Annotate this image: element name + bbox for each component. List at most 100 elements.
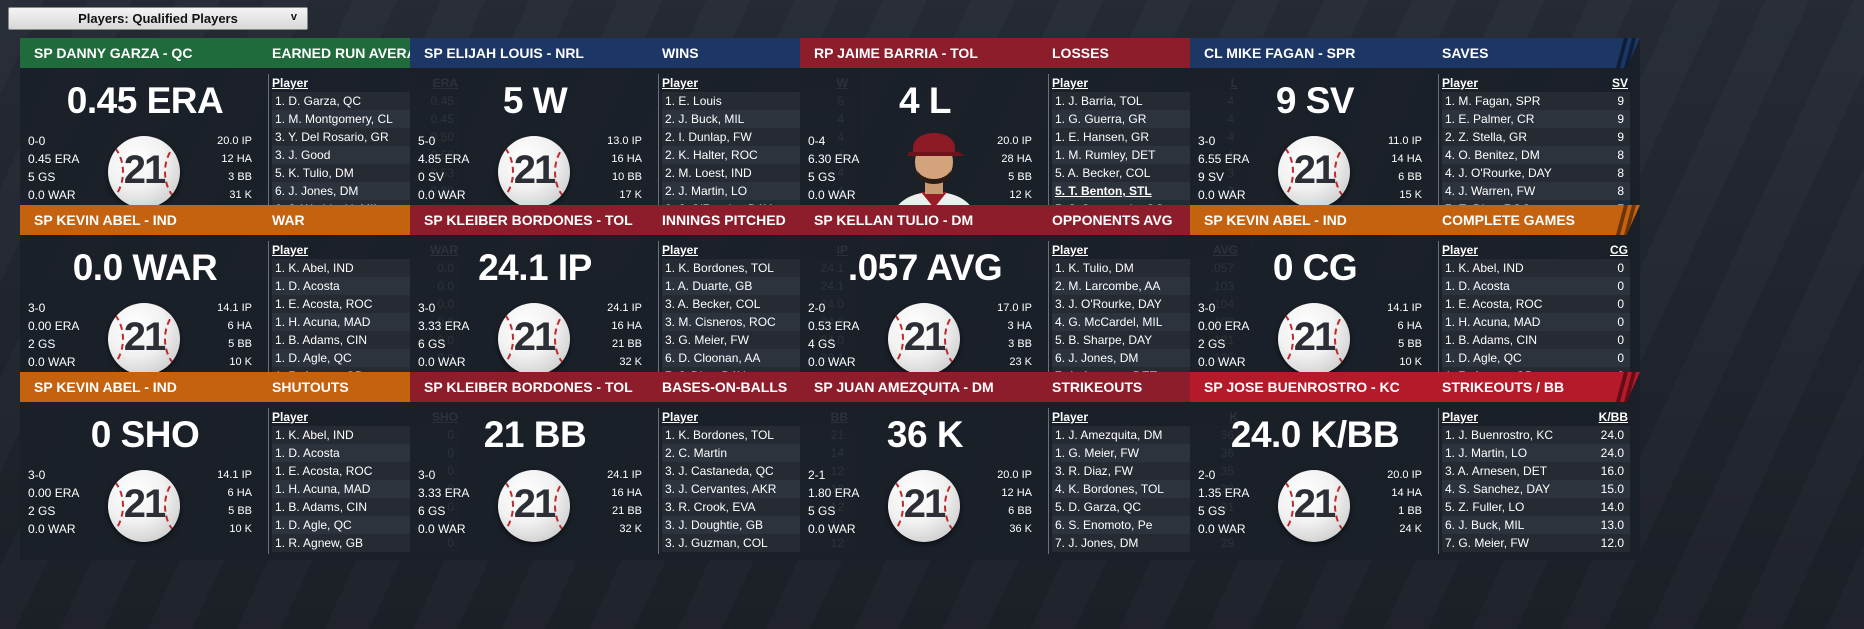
games: 5 GS [1198,504,1226,518]
record: 0-4 [808,134,826,148]
leader-card[interactable]: CL MIKE FAGAN - SPR SAVES 9 SV 3-0 6.55 … [1190,38,1640,226]
leader-card[interactable]: SP KLEIBER BORDONES - TOL BASES-ON-BALLS… [410,372,860,560]
games: 9 SV [1198,170,1225,184]
filter-label: Players: Qualified Players [78,11,238,26]
leader-card[interactable]: SP KEVIN ABEL - IND WAR 0.0 WAR 3-0 0.00… [20,205,470,393]
leader-row[interactable]: 4. S. Sanchez, DAY 15.0 [1442,480,1630,498]
leader-player-name[interactable]: SP KEVIN ABEL - IND [34,212,177,228]
leader-player-name[interactable]: SP JUAN AMEZQUITA - DM [814,379,994,395]
player-summary-right: 17.0 IP 3 HA 3 BB 23 K [968,299,1032,371]
leader-name: 4. J. Warren, FW [1445,184,1536,198]
leaders-table-header[interactable]: Player SV [1442,74,1630,92]
leader-card[interactable]: RP JAIME BARRIA - TOL LOSSES 4 L 0-4 6.3… [800,38,1250,226]
leader-player-name[interactable]: RP JAIME BARRIA - TOL [814,45,978,61]
leader-card[interactable]: SP JUAN AMEZQUITA - DM STRIKEOUTS 36 K 2… [800,372,1250,560]
leader-player-name[interactable]: SP DANNY GARZA - QC [34,45,193,61]
leader-player-name[interactable]: SP JOSE BUENROSTRO - KC [1204,379,1400,395]
leader-row[interactable]: 1. B. Adams, CIN 0 [1442,331,1630,349]
player-summary-left: 3-0 3.33 ERA 6 GS 0.0 WAR [418,299,469,371]
era: 0.53 ERA [808,319,860,333]
record: 0-0 [28,134,46,148]
leader-card[interactable]: SP ELIJAH LOUIS - NRL WINS 5 W 5-0 4.85 … [410,38,860,226]
player-summary-right: 14.1 IP 6 HA 5 BB 10 K [1358,299,1422,371]
leader-row[interactable]: 6. J. Buck, MIL 13.0 [1442,516,1630,534]
leader-value: 8 [1617,184,1624,198]
leader-row[interactable]: 1. E. Acosta, ROC 0 [1442,295,1630,313]
leader-name: 1. D. Agle, QC [275,518,352,532]
badge-number: 21 [1293,482,1337,526]
leader-card[interactable]: SP KEVIN ABEL - IND COMPLETE GAMES 0 CG … [1190,205,1640,393]
badge-number: 21 [123,315,167,359]
leaders-table-header[interactable]: Player K/BB [1442,408,1630,426]
record: 2-0 [808,301,826,315]
slash-decoration-icon [1616,372,1636,402]
leader-name: 3. G. Meier, FW [665,333,750,347]
games: 5 GS [808,170,836,184]
leader-row[interactable]: 5. Z. Fuller, LO 14.0 [1442,498,1630,516]
walks: 5 BB [228,338,252,350]
column-player: Player [1052,76,1089,90]
card-header: SP JOSE BUENROSTRO - KC STRIKEOUTS / BB [1190,372,1640,402]
leader-row[interactable]: 1. K. Abel, IND 0 [1442,259,1630,277]
leader-card[interactable]: SP KLEIBER BORDONES - TOL INNINGS PITCHE… [410,205,860,393]
leader-row[interactable]: 1. J. Martin, LO 24.0 [1442,444,1630,462]
leaders-table: Player CG 1. K. Abel, IND 0 1. D. Acosta 0 1… [1442,241,1630,385]
leader-player-name[interactable]: SP KLEIBER BORDONES - TOL [424,379,633,395]
leader-value: 15.0 [1600,482,1624,496]
leaders-table-header[interactable]: Player CG [1442,241,1630,259]
innings: 14.1 IP [217,302,252,314]
column-player: Player [662,76,699,90]
leader-name: 5. D. Garza, QC [1055,500,1142,514]
hits-allowed: 14 HA [1391,487,1422,499]
player-summary-right: 11.0 IP 14 HA 6 BB 15 K [1358,132,1422,204]
column-player: Player [662,410,699,424]
leader-player-name[interactable]: SP KLEIBER BORDONES - TOL [424,212,633,228]
column-player: Player [1442,410,1479,424]
era: 3.33 ERA [418,319,470,333]
leader-name: 1. E. Palmer, CR [1445,112,1535,126]
leader-player-name[interactable]: SP KELLAN TULIO - DM [814,212,974,228]
leader-row[interactable]: 1. M. Fagan, SPR 9 [1442,92,1630,110]
leader-card[interactable]: SP KEVIN ABEL - IND SHUTOUTS 0 SHO 3-0 0… [20,372,470,560]
column-player: Player [662,243,699,257]
strikeouts: 10 K [229,356,252,368]
slash-decoration-icon [1616,205,1636,235]
leader-row[interactable]: 4. O. Benitez, DM 8 [1442,146,1630,164]
divider [1438,241,1439,387]
leader-card[interactable]: SP KELLAN TULIO - DM OPPONENTS AVG .057 … [800,205,1250,393]
leader-row[interactable]: 1. D. Agle, QC 0 [1442,349,1630,367]
games: 5 GS [808,504,836,518]
divider [1438,74,1439,220]
leader-row[interactable]: 1. H. Acuna, MAD 0 [1442,313,1630,331]
leader-player-name[interactable]: CL MIKE FAGAN - SPR [1204,45,1356,61]
card-header: SP KLEIBER BORDONES - TOL BASES-ON-BALLS [410,372,860,402]
leader-card[interactable]: SP JOSE BUENROSTRO - KC STRIKEOUTS / BB … [1190,372,1640,560]
record: 3-0 [1198,134,1216,148]
leader-value: 8 [1617,166,1624,180]
leader-row[interactable]: 1. E. Palmer, CR 9 [1442,110,1630,128]
players-filter-dropdown[interactable]: Players: Qualified Players v [8,7,308,30]
walks: 5 BB [1008,171,1032,183]
leader-name: 2. C. Martin [665,446,728,460]
leader-row[interactable]: 4. J. O'Rourke, DAY 8 [1442,164,1630,182]
hits-allowed: 14 HA [1391,153,1422,165]
leader-name: 1. J. Martin, LO [1445,446,1528,460]
walks: 6 BB [1398,171,1422,183]
leader-row[interactable]: 4. J. Warren, FW 8 [1442,182,1630,200]
leader-row[interactable]: 2. Z. Stella, GR 9 [1442,128,1630,146]
badge-number: 21 [123,148,167,192]
leader-row[interactable]: 7. G. Meier, FW 12.0 [1442,534,1630,552]
leader-row[interactable]: 1. J. Buenrostro, KC 24.0 [1442,426,1630,444]
card-header: SP KLEIBER BORDONES - TOL INNINGS PITCHE… [410,205,860,235]
leader-player-name[interactable]: SP ELIJAH LOUIS - NRL [424,45,584,61]
leader-player-name[interactable]: SP KEVIN ABEL - IND [1204,212,1347,228]
leader-row[interactable]: 3. A. Arnesen, DET 16.0 [1442,462,1630,480]
stat-big-value: 9 SV [1275,80,1355,121]
leader-player-name[interactable]: SP KEVIN ABEL - IND [34,379,177,395]
games: 6 GS [418,504,446,518]
leader-name: 1. J. Barria, TOL [1055,94,1143,108]
leader-value: 9 [1617,112,1624,126]
baseball-logo: 21 [498,136,570,208]
leader-row[interactable]: 1. D. Acosta 0 [1442,277,1630,295]
leader-card[interactable]: SP DANNY GARZA - QC EARNED RUN AVERAGE 0… [20,38,470,226]
